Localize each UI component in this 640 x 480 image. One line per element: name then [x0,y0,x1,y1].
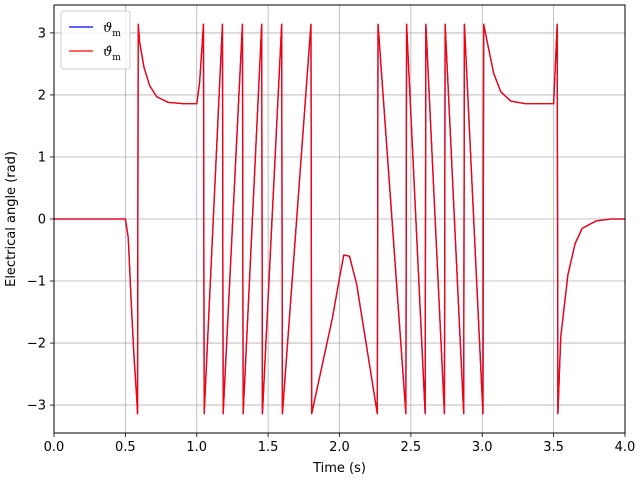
series-line-2 [54,23,625,415]
series-layer [54,23,625,415]
legend: ϑm ϑ̂m [60,10,131,70]
y-tick-label: 0 [38,213,46,228]
legend-box [60,10,131,70]
x-tick-label: 3.5 [543,440,564,455]
grid-lines [53,5,626,433]
legend-label: ϑ̂m [103,45,121,63]
y-axis-label: Electrical angle (rad) [4,151,19,287]
y-tick-label: 2 [38,88,46,103]
x-tick-label: 4.0 [615,440,636,455]
axis-ticks: 0.0 0.5 1.0 1.5 2.0 2.5 3.0 3.5 4.0 −3 −2 −1 0 1 2 3 [27,26,636,455]
legend-label: ϑm [103,21,121,39]
x-tick-label: 2.5 [401,440,422,455]
x-tick-label: 1.5 [258,440,279,455]
y-tick-label: −1 [27,275,46,290]
x-axis-label: Time (s) [312,461,366,476]
x-tick-label: 2.0 [329,440,350,455]
x-tick-label: 1.0 [186,440,207,455]
x-tick-label: 3.0 [472,440,493,455]
y-tick-label: −3 [27,399,46,414]
y-tick-label: 1 [38,150,46,165]
x-tick-label: 0.5 [115,440,136,455]
x-tick-label: 0.0 [44,440,65,455]
y-tick-label: 3 [38,26,46,41]
y-tick-label: −2 [27,337,46,352]
